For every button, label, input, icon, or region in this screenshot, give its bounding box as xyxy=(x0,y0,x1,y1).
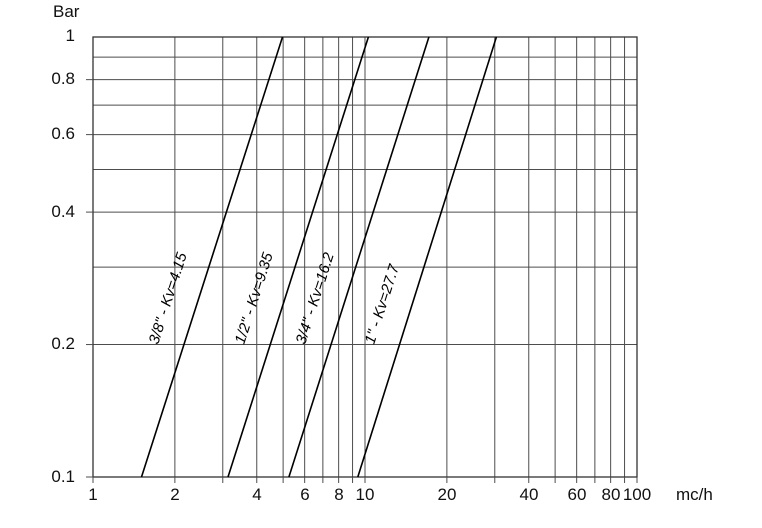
svg-text:1: 1 xyxy=(88,485,97,504)
svg-text:10: 10 xyxy=(356,485,375,504)
svg-text:1: 1 xyxy=(66,26,75,45)
svg-text:0.6: 0.6 xyxy=(51,124,75,143)
svg-text:Bar: Bar xyxy=(53,2,80,21)
svg-text:60: 60 xyxy=(568,485,587,504)
svg-text:3/8" - Kv=4.15: 3/8" - Kv=4.15 xyxy=(146,250,191,346)
svg-text:4: 4 xyxy=(252,485,261,504)
svg-text:8: 8 xyxy=(334,485,343,504)
svg-text:6: 6 xyxy=(300,485,309,504)
svg-text:80: 80 xyxy=(602,485,621,504)
svg-text:0.8: 0.8 xyxy=(51,69,75,88)
svg-text:1/2" - Kv=9.35: 1/2" - Kv=9.35 xyxy=(232,250,277,346)
svg-text:100: 100 xyxy=(623,485,651,504)
svg-text:0.1: 0.1 xyxy=(51,467,75,486)
svg-text:0.4: 0.4 xyxy=(51,202,75,221)
svg-text:40: 40 xyxy=(520,485,539,504)
svg-text:20: 20 xyxy=(438,485,457,504)
svg-text:1" - Kv=27.7: 1" - Kv=27.7 xyxy=(362,262,404,346)
svg-text:2: 2 xyxy=(170,485,179,504)
svg-text:mc/h: mc/h xyxy=(676,485,713,504)
svg-text:0.2: 0.2 xyxy=(51,334,75,353)
svg-text:3/4" - Kv=16.2: 3/4" - Kv=16.2 xyxy=(293,250,338,346)
